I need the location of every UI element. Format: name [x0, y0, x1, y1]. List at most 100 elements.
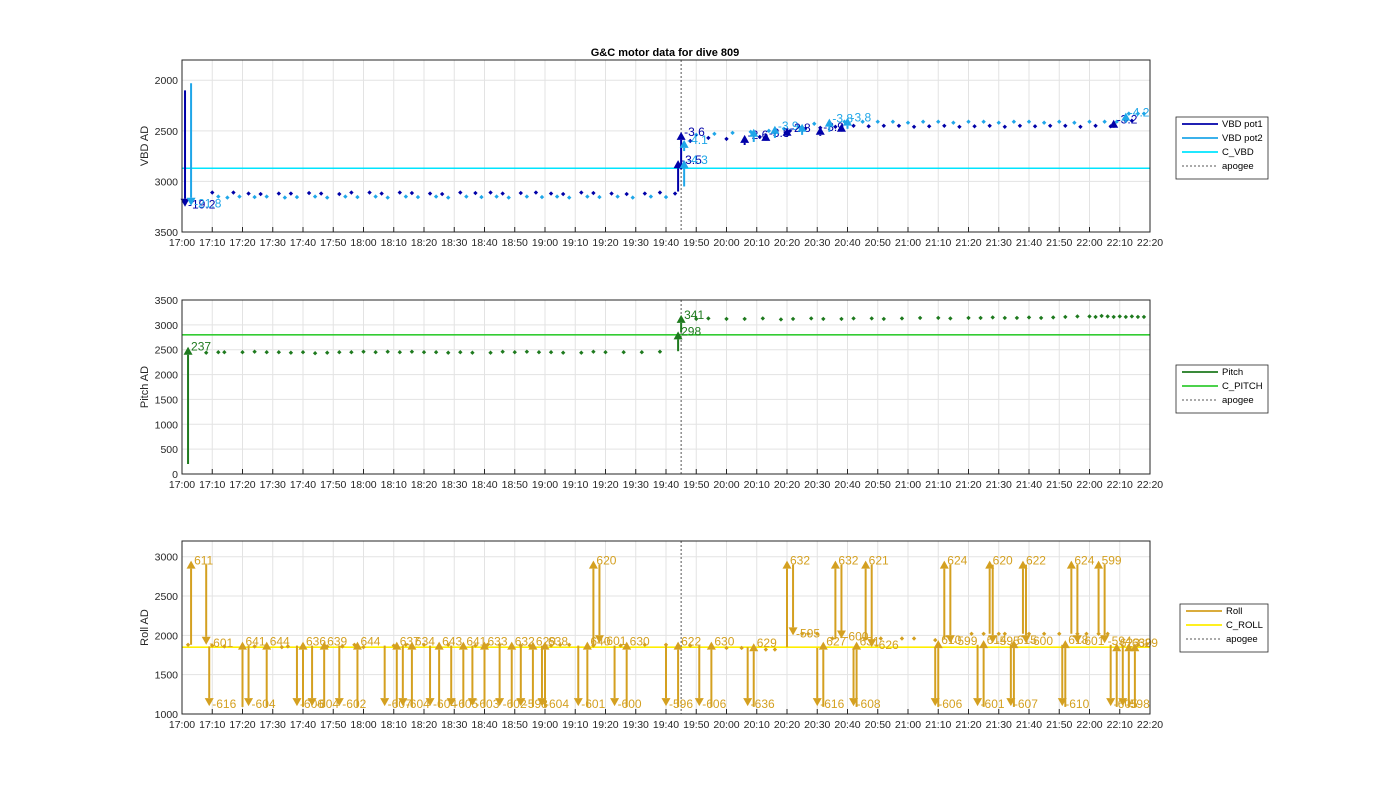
arrow-head [582, 641, 592, 650]
x-tick-label: 17:00 [169, 479, 195, 491]
arrow-label: -601 [602, 634, 626, 648]
x-tick-label: 21:10 [925, 237, 951, 249]
data-point [1032, 124, 1038, 129]
arrow-head [945, 635, 955, 644]
arrow-label: -4.3 [687, 153, 708, 167]
arrow-label: -596 [669, 697, 693, 711]
arrow-label: -601 [1080, 634, 1104, 648]
data-point [1135, 642, 1141, 647]
arrow-head [1121, 112, 1131, 121]
data-point [1087, 314, 1092, 319]
data-point [911, 124, 917, 129]
arrow-label: 643 [442, 635, 462, 649]
data-point [567, 195, 572, 200]
data-point [851, 123, 856, 128]
data-point [881, 123, 886, 128]
y-tick-label: 2500 [155, 345, 179, 357]
data-point [766, 128, 772, 134]
data-point [1078, 124, 1083, 129]
arrow-label: -3.8 [851, 111, 872, 125]
data-point [981, 119, 986, 124]
arrow-label: -607 [388, 697, 412, 711]
data-point [672, 191, 678, 196]
data-point [805, 631, 811, 636]
data-point [446, 350, 451, 355]
arrow-head [186, 560, 196, 569]
pitch-panel: 17:00 17:10 17:20 17:30 17:40 17:50 18:00 18:10… [139, 295, 1269, 491]
arrow-head [788, 627, 798, 636]
x-tick-label: 19:40 [653, 237, 679, 249]
data-point [1075, 314, 1080, 319]
data-point [349, 350, 354, 355]
x-tick-label: 21:20 [955, 479, 981, 491]
arrow-label: -600 [1029, 634, 1053, 648]
arrow-head [183, 346, 193, 355]
x-tick-label: 20:00 [713, 237, 739, 249]
data-point [306, 190, 312, 196]
arrow-head [818, 641, 828, 650]
arrow-label: 640 [590, 635, 610, 649]
data-point [403, 642, 409, 647]
data-point [1114, 119, 1119, 124]
data-point [560, 350, 566, 355]
data-point [748, 129, 753, 135]
arrow-head [204, 698, 214, 707]
x-tick-label: 17:20 [229, 237, 255, 249]
arrow-head [1106, 698, 1116, 707]
data-point [724, 316, 729, 322]
y-tick-label: 1500 [155, 394, 179, 406]
arrow-label: 622 [681, 635, 701, 649]
x-tick-label: 19:00 [532, 237, 558, 249]
y-axis-label: Roll AD [139, 609, 151, 646]
data-point [911, 636, 917, 641]
x-tick-label: 18:20 [411, 719, 437, 731]
data-point [488, 190, 493, 195]
data-point [966, 315, 971, 321]
arrow-head [830, 560, 840, 569]
data-point [300, 350, 306, 355]
x-tick-label: 18:50 [502, 719, 528, 731]
data-point [264, 194, 269, 199]
data-point [288, 191, 294, 196]
data-point [815, 631, 820, 636]
data-point [1141, 314, 1147, 320]
legend-entry: apogee [1226, 634, 1258, 645]
data-point [890, 119, 896, 124]
data-point [663, 194, 669, 200]
data-point [760, 316, 765, 321]
arrow-label: 620 [993, 554, 1013, 568]
data-point [1087, 119, 1092, 124]
x-tick-label: 22:00 [1076, 237, 1102, 249]
x-tick-label: 22:20 [1137, 237, 1163, 249]
arrow-label: -599 [953, 634, 977, 648]
x-tick-label: 20:00 [713, 479, 739, 491]
arrow-label: -3.9 [778, 119, 799, 133]
data-point [294, 194, 300, 200]
x-tick-label: 19:10 [562, 719, 588, 731]
legend-entry: apogee [1222, 395, 1254, 406]
data-point [1047, 123, 1053, 128]
arrow-head [770, 125, 780, 134]
arrow-head [610, 698, 620, 707]
axes-frame [181, 540, 1151, 715]
x-tick-label: 22:00 [1076, 479, 1102, 491]
arrow-label: -604 [252, 697, 276, 711]
arrow-label: 633 [488, 635, 508, 649]
arrow-label: -607 [1014, 697, 1038, 711]
x-tick-label: 17:30 [260, 479, 286, 491]
data-point [624, 191, 629, 197]
x-tick-label: 18:00 [350, 237, 376, 249]
arrow-label: -601 [581, 697, 605, 711]
data-point [479, 194, 484, 200]
arrow-label: 629 [536, 635, 556, 649]
data-point [648, 194, 654, 199]
arrow-head [262, 641, 272, 650]
data-point [397, 190, 402, 195]
data-point [724, 645, 729, 651]
arrow-head [1130, 643, 1140, 652]
arrow-head [622, 641, 632, 650]
legend-entry: apogee [1222, 161, 1254, 172]
data-point [352, 642, 357, 647]
axes-frame [181, 59, 1151, 233]
arrow-label: 630 [630, 635, 650, 649]
